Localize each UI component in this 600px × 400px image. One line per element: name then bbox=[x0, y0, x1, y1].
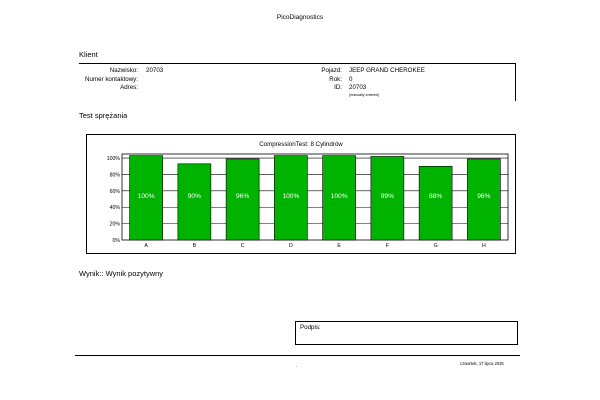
bar-E bbox=[322, 155, 356, 241]
bar-value-label: 100% bbox=[138, 193, 155, 200]
y-tick-label: 80% bbox=[110, 172, 121, 178]
id-note: (manually entered) bbox=[349, 93, 379, 97]
id-value: 20703 bbox=[349, 84, 367, 91]
x-category-label: G bbox=[434, 243, 438, 249]
bar-value-label: 99% bbox=[381, 193, 394, 200]
bar-value-label: 96% bbox=[236, 193, 249, 200]
year-label: Rok: bbox=[329, 76, 342, 83]
bar-value-label: 88% bbox=[429, 193, 442, 200]
y-tick-label: 40% bbox=[110, 205, 121, 211]
app-title: PicoDiagnostics bbox=[276, 14, 324, 21]
vehicle-value: JEEP GRAND CHEROKEE bbox=[349, 67, 425, 74]
chart-title: CompressionTest: 8 Cylindrów bbox=[259, 141, 343, 148]
bar-D bbox=[274, 155, 308, 241]
footer-dot: - bbox=[296, 363, 298, 368]
bar-F bbox=[370, 156, 405, 241]
year-value: 0 bbox=[349, 76, 353, 83]
y-tick-label: 20% bbox=[110, 222, 121, 228]
x-category-label: A bbox=[144, 243, 148, 249]
bar-C bbox=[225, 158, 260, 241]
client-right-rule bbox=[515, 63, 516, 101]
bar-value-label: 100% bbox=[331, 193, 348, 200]
plot-area bbox=[121, 153, 509, 241]
footer-date: czwartek, 17 lipca 2025 bbox=[460, 361, 504, 366]
name-label: Nazwisko: bbox=[109, 67, 138, 74]
bar-H bbox=[467, 158, 501, 241]
chart-frame bbox=[86, 134, 516, 254]
bar-B bbox=[177, 163, 212, 241]
id-label: ID: bbox=[334, 84, 342, 91]
contact-label: Numer kontaktowy: bbox=[85, 76, 138, 83]
client-section-title: Klient bbox=[79, 50, 98, 59]
vehicle-label: Pojazd: bbox=[321, 67, 342, 74]
x-category-label: F bbox=[386, 243, 389, 249]
test-section-title: Test sprężania bbox=[79, 111, 128, 120]
x-category-label: C bbox=[241, 243, 245, 249]
name-value: 20703 bbox=[146, 67, 164, 74]
y-tick-label: 100% bbox=[107, 156, 121, 162]
bar-value-label: 100% bbox=[282, 193, 299, 200]
x-category-label: E bbox=[337, 243, 341, 249]
x-category-label: D bbox=[289, 243, 293, 249]
compression-chart: 100% 80% 60% 40% 20% 0% 100% 90% 96% 100% 100% 99%… bbox=[107, 153, 509, 249]
result-text: Wynik:: Wynik pozytywny bbox=[79, 269, 164, 278]
footer-rule bbox=[75, 355, 520, 356]
bar-G bbox=[418, 165, 453, 241]
bar-value-label: 96% bbox=[477, 193, 490, 200]
x-category-label: H bbox=[482, 243, 486, 249]
bar-value-label: 90% bbox=[188, 193, 201, 200]
bar-A bbox=[129, 155, 163, 241]
x-category-label: B bbox=[193, 243, 197, 249]
signature-label: Podpis: bbox=[300, 324, 321, 331]
y-tick-label: 0% bbox=[113, 238, 121, 244]
signature-box[interactable] bbox=[295, 321, 518, 345]
y-tick-label: 60% bbox=[110, 189, 121, 195]
client-top-rule bbox=[79, 63, 515, 64]
address-label: Adres: bbox=[120, 84, 138, 91]
